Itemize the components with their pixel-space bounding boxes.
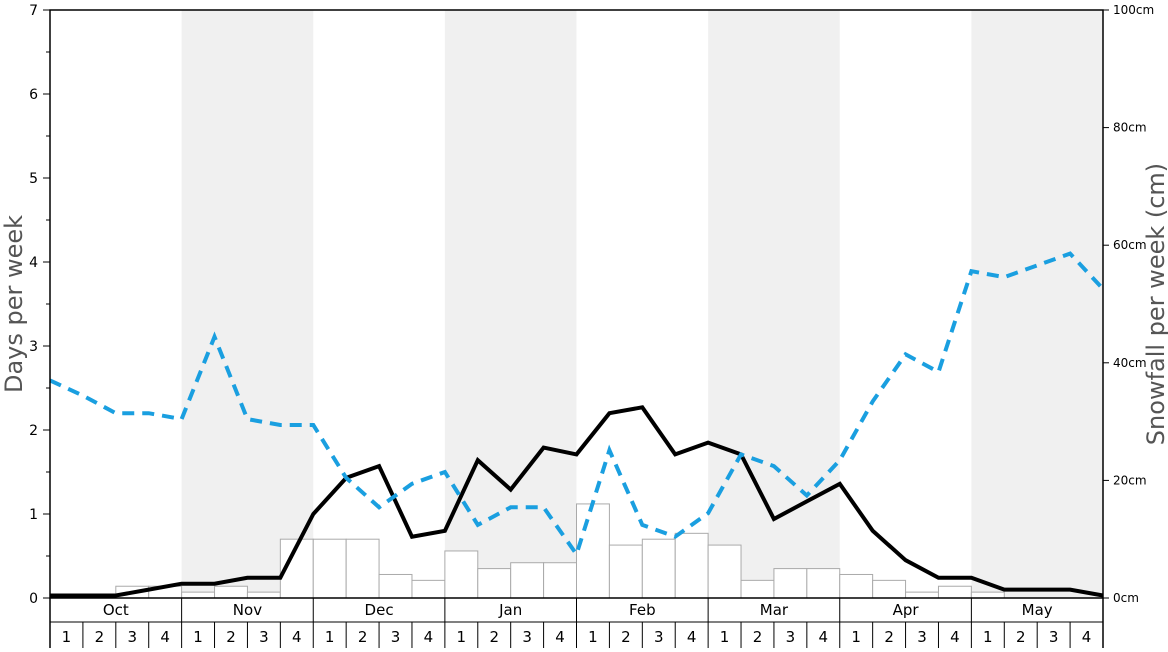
snowfall-bar	[444, 550, 479, 599]
snowfall-bar	[707, 544, 742, 599]
week-label: 4	[555, 628, 565, 646]
week-label: 3	[917, 628, 927, 646]
left-tick-label: 7	[29, 3, 38, 19]
snowfall-bar	[872, 579, 907, 599]
month-shade-may	[971, 10, 1103, 598]
month-shading	[181, 10, 1103, 598]
snowfall-bar	[608, 544, 643, 599]
left-axis-title: Days per week	[0, 215, 28, 393]
snowfall-bar	[246, 591, 281, 599]
right-axis-title: Snowfall per week (cm)	[1142, 163, 1168, 445]
week-label: 3	[1049, 628, 1059, 646]
week-label: 1	[720, 628, 730, 646]
snowfall-bar	[839, 573, 874, 599]
dashed-line-series	[49, 251, 1105, 559]
month-label: May	[1022, 601, 1053, 619]
snowfall-bar	[937, 585, 972, 599]
week-label: 4	[950, 628, 960, 646]
snowfall-bar	[576, 503, 610, 599]
week-label: 1	[457, 628, 467, 646]
axes: 0 1 2 3 4 5 6 7 0cm 20cm 40cm 60cm 80cm 100cm Days per…	[0, 3, 1168, 648]
week-label: 3	[391, 628, 401, 646]
week-label: 1	[193, 628, 203, 646]
week-label: 3	[522, 628, 532, 646]
week-label: 2	[1016, 628, 1026, 646]
left-tick-label: 0	[29, 591, 38, 607]
week-label: 2	[753, 628, 763, 646]
week-label: 2	[95, 628, 105, 646]
week-label: 1	[62, 628, 72, 646]
month-label: Feb	[629, 601, 656, 619]
snowfall-bar	[345, 538, 380, 599]
week-label: 2	[884, 628, 894, 646]
week-label: 2	[226, 628, 236, 646]
right-tick-label: 60cm	[1113, 238, 1147, 252]
snowfall-bar	[806, 568, 841, 599]
snowfall-bar	[181, 591, 216, 599]
right-tick-label: 20cm	[1113, 473, 1147, 487]
snowfall-bar	[543, 562, 577, 599]
week-label: 4	[1082, 628, 1092, 646]
week-label: 3	[654, 628, 664, 646]
month-label: Oct	[103, 601, 129, 619]
week-label: 4	[292, 628, 302, 646]
snowfall-bars	[115, 503, 1005, 599]
week-label: 4	[424, 628, 434, 646]
left-tick-label: 2	[29, 423, 38, 439]
snowfall-bar	[905, 591, 939, 599]
week-label: 1	[851, 628, 861, 646]
week-label: 2	[621, 628, 631, 646]
month-shade-jan	[444, 10, 577, 598]
month-label: Dec	[365, 601, 394, 619]
week-label: 3	[259, 628, 269, 646]
week-label: 1	[588, 628, 598, 646]
left-tick-label: 1	[29, 507, 38, 523]
snowfall-bar	[674, 532, 709, 599]
snowfall-bar	[411, 579, 446, 599]
snowfall-bar	[740, 579, 775, 599]
week-label: 2	[489, 628, 499, 646]
snowfall-bar	[214, 585, 248, 599]
week-label: 3	[127, 628, 137, 646]
month-label: Nov	[233, 601, 262, 619]
line-series	[49, 251, 1105, 598]
left-tick-label: 3	[29, 339, 38, 355]
month-label: Apr	[893, 601, 920, 619]
week-label: 1	[983, 628, 993, 646]
left-tick-label: 4	[29, 255, 38, 271]
week-label: 4	[819, 628, 829, 646]
right-tick-label: 80cm	[1113, 121, 1147, 135]
month-shade-nov	[181, 10, 314, 598]
week-label: 1	[325, 628, 335, 646]
month-label: Mar	[760, 601, 789, 619]
week-label: 2	[358, 628, 368, 646]
week-label: 3	[786, 628, 796, 646]
week-label: 4	[687, 628, 697, 646]
snowfall-bar	[641, 538, 676, 599]
month-shade-mar	[708, 10, 840, 598]
right-tick-label: 40cm	[1113, 356, 1147, 370]
snowfall-bar	[970, 591, 1005, 599]
snowfall-bar	[378, 573, 413, 599]
snowfall-bar	[312, 538, 347, 599]
snowfall-bar	[477, 568, 512, 599]
week-label: 4	[160, 628, 170, 646]
snowfall-bar	[510, 562, 545, 599]
month-label: Jan	[498, 601, 522, 619]
left-tick-label: 5	[29, 171, 38, 187]
right-tick-label: 0cm	[1113, 591, 1139, 605]
left-tick-label: 6	[29, 87, 38, 103]
snowfall-bar	[773, 568, 808, 599]
solid-line-series	[50, 405, 1104, 598]
right-tick-label: 100cm	[1113, 3, 1154, 17]
